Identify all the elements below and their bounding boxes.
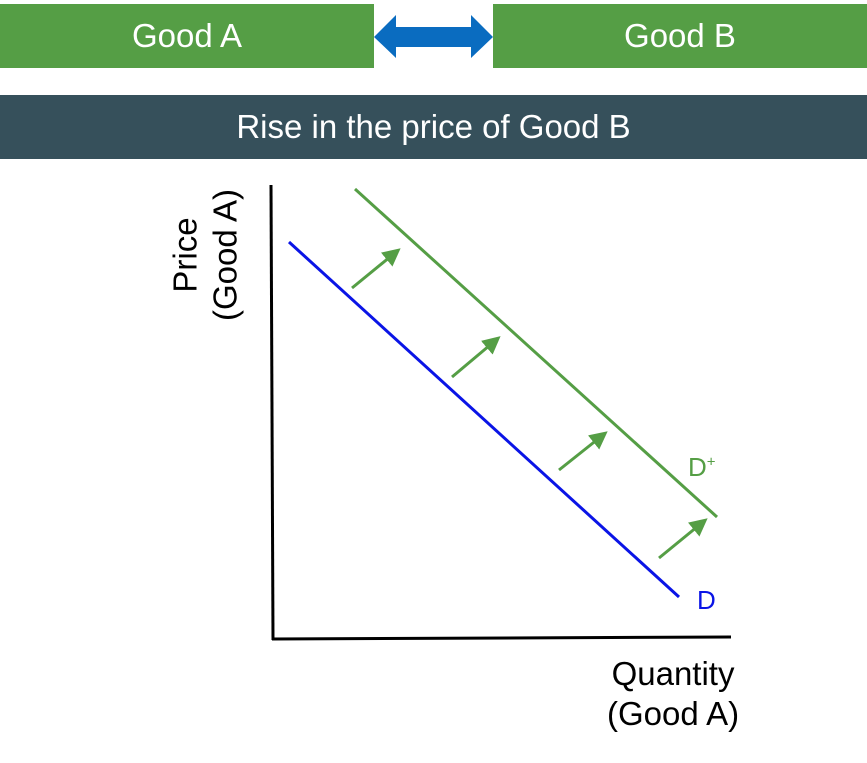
x-axis-label: Quantity (Good A) bbox=[607, 654, 739, 733]
d-text: D bbox=[697, 585, 716, 615]
shift-arrow bbox=[451, 336, 501, 379]
y-label-line1: Price bbox=[166, 217, 204, 293]
d-plus-superscript: + bbox=[706, 453, 716, 471]
title-text: Rise in the price of Good B bbox=[236, 108, 631, 145]
demand-curve-d bbox=[287, 240, 681, 599]
x-label-line2: (Good A) bbox=[607, 694, 740, 732]
x-label-line1: Quantity bbox=[611, 655, 735, 692]
curve-label-d: D bbox=[697, 585, 716, 616]
curve-label-d-plus: D+ bbox=[688, 452, 716, 483]
shift-arrow bbox=[658, 518, 708, 560]
good-a-box: Good A bbox=[0, 4, 374, 68]
good-b-box: Good B bbox=[493, 4, 867, 68]
shift-arrow bbox=[558, 431, 608, 472]
demand-curve-d-plus bbox=[353, 187, 719, 519]
x-axis bbox=[271, 635, 732, 641]
good-b-label: Good B bbox=[624, 17, 736, 54]
y-axis bbox=[269, 184, 275, 641]
d-plus-text: D bbox=[688, 452, 707, 482]
y-label-line2: (Good A) bbox=[206, 188, 243, 322]
good-a-label: Good A bbox=[131, 17, 243, 54]
y-axis-label: Price (Good A) bbox=[165, 189, 244, 321]
diagram-title: Rise in the price of Good B bbox=[0, 95, 867, 159]
double-arrow-icon bbox=[374, 15, 493, 58]
shift-arrow bbox=[351, 248, 401, 290]
